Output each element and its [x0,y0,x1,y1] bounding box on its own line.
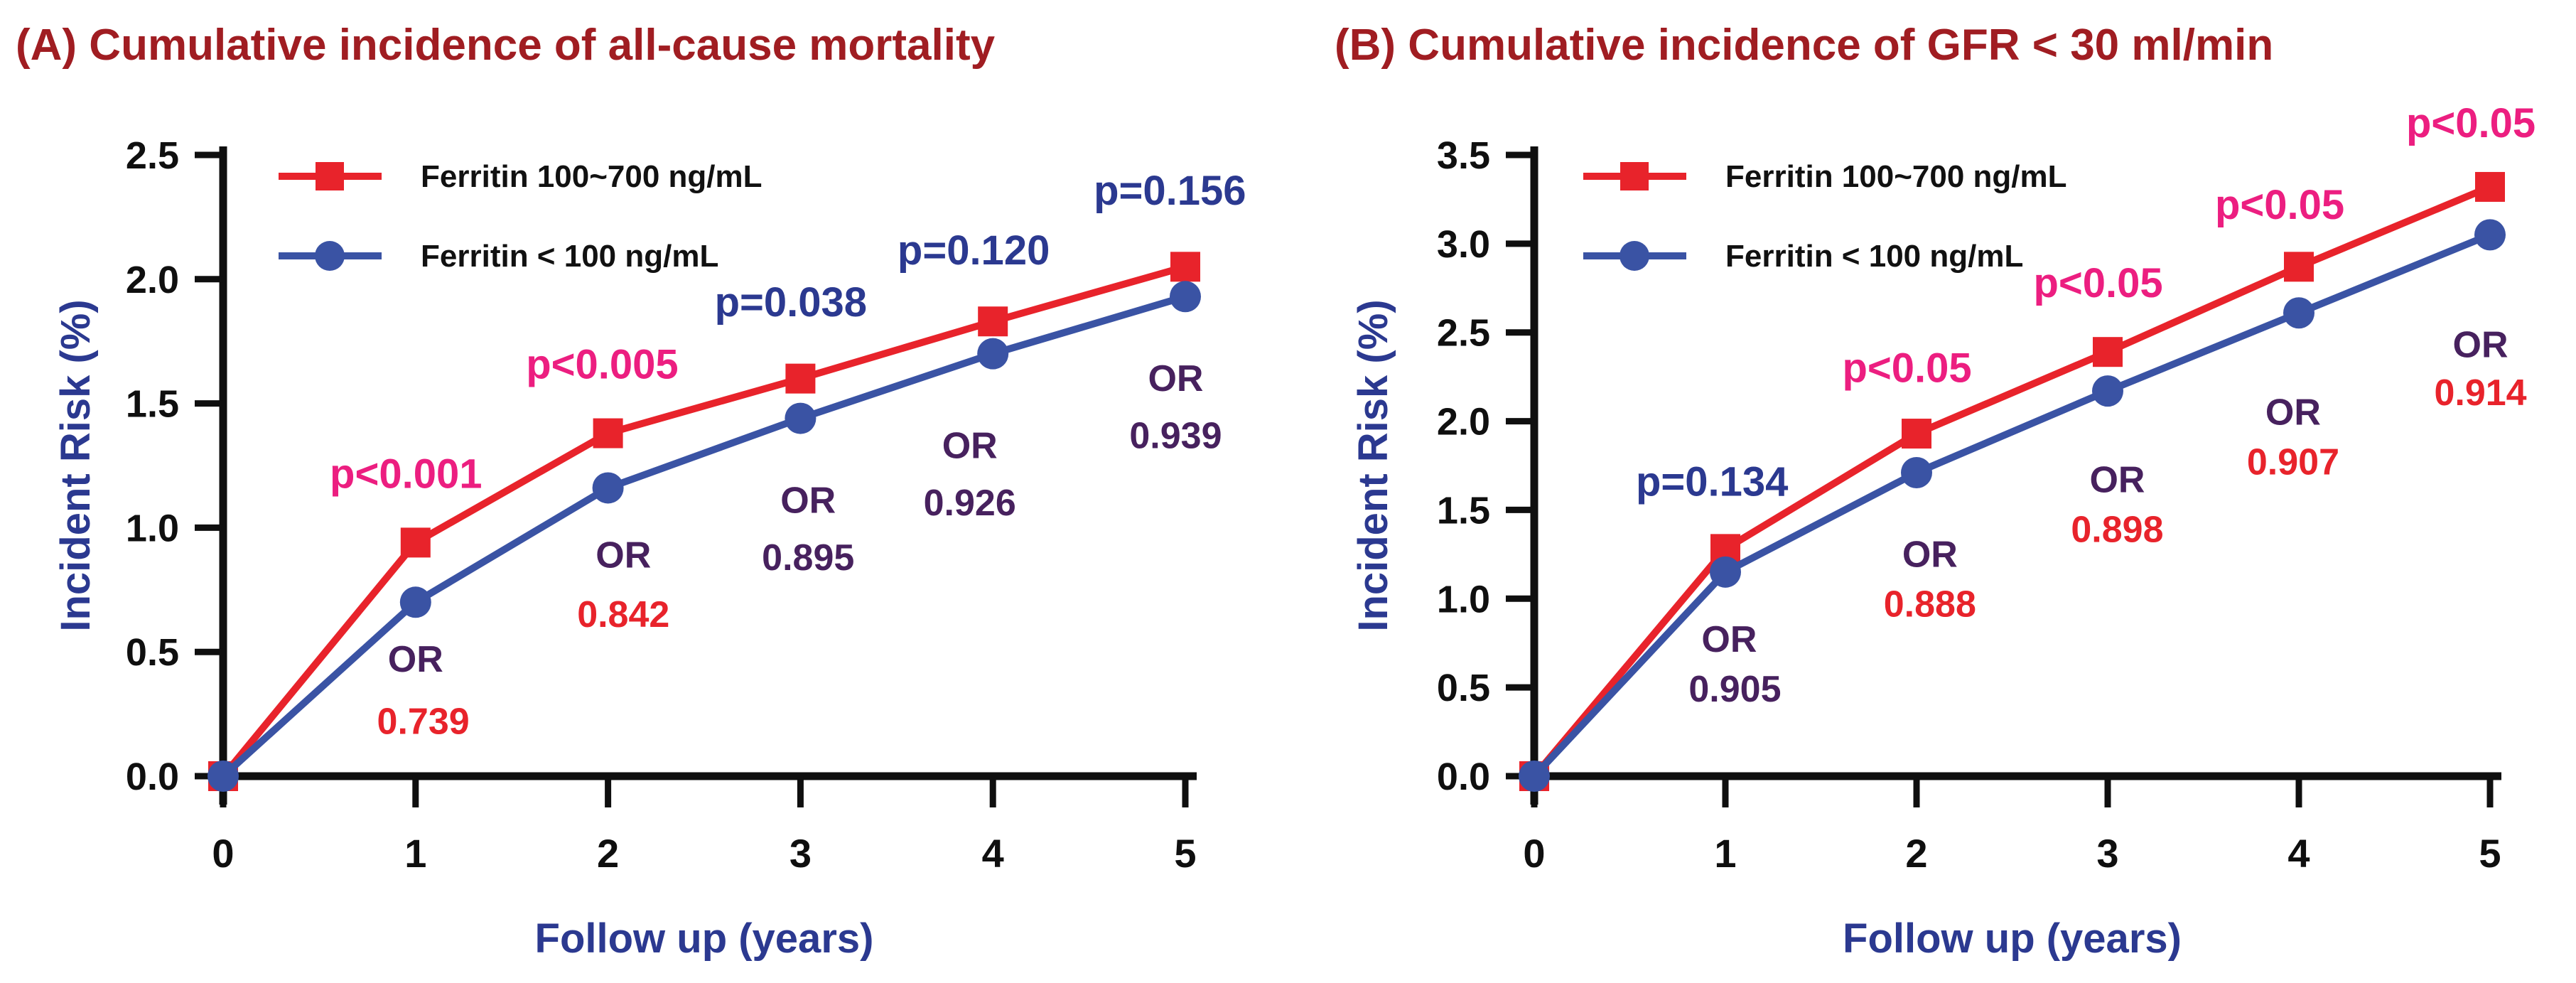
data-point-circle [1901,456,1932,488]
data-point-square [2475,171,2505,202]
annotation-or-label: OR [2089,459,2145,500]
x-tick-label: 1 [404,831,426,876]
annotation-or-label: OR [2453,325,2508,366]
data-point-circle [399,586,431,618]
annotation-or-value: 0.905 [1688,669,1781,710]
legend-label: Ferritin 100~700 ng/mL [1725,159,2067,194]
legend-label: Ferritin < 100 ng/mL [1725,239,2023,274]
x-tick-label: 4 [2287,831,2310,876]
data-point-circle [208,761,239,792]
data-point-circle [977,338,1009,370]
series-line-ferritin-100-700 [1531,183,2491,779]
x-tick-label: 2 [1905,831,1927,876]
x-tick-label: 5 [2479,831,2501,876]
annotation-or-value: 0.914 [2434,372,2526,414]
annotation-pvalue: p<0.05 [2033,260,2162,306]
annotation-pvalue: p=0.156 [1094,168,1246,214]
data-point-square [1902,419,1931,449]
legend-label: Ferritin 100~700 ng/mL [421,159,762,194]
annotation-or-value: 0.926 [924,483,1016,524]
annotation-or-label: OR [780,480,836,521]
data-point-circle [2092,375,2123,407]
annotation-or-label: OR [1902,534,1958,575]
x-tick-label: 3 [789,831,812,876]
annotation-or-value: 0.895 [762,537,854,579]
panel-a-title: (A) Cumulative incidence of all-cause mo… [16,21,996,70]
legend-marker-circle [315,241,345,271]
annotation-pvalue: p=0.038 [715,279,867,326]
data-point-square [593,418,623,448]
data-point-square [1170,252,1200,282]
y-tick-label: 2.5 [126,134,179,177]
annotation-or-value: 0.842 [577,594,669,635]
annotation-or-label: OR [1701,619,1757,660]
series-line-ferritin-100-700 [220,263,1187,779]
annotation-or-label: OR [388,639,443,680]
data-point-square [978,306,1008,337]
x-tick-label: 2 [597,831,619,876]
x-tick-label: 5 [1174,831,1196,876]
annotation-pvalue: p<0.05 [2215,182,2344,228]
annotation-or-label: OR [1148,358,1203,399]
series-line-ferritin-lt-100 [220,293,1187,779]
data-point-square [400,527,431,558]
annotation-or-label: OR [2265,392,2321,434]
annotation-pvalue: p<0.05 [1842,345,1971,392]
legend-marker-square [316,162,344,190]
annotation-pvalue: p<0.001 [330,451,482,497]
legend-marker-square [1620,162,1649,190]
x-tick-label: 1 [1714,831,1736,876]
panel-b-title: (B) Cumulative incidence of GFR < 30 ml/… [1335,21,2274,70]
y-tick-label: 2.0 [1437,401,1490,444]
y-tick-label: 2.5 [1437,312,1490,355]
y-tick-label: 1.5 [126,383,179,426]
data-point-square [2093,337,2123,367]
y-tick-label: 0.5 [1437,667,1490,709]
annotation-pvalue: p<0.05 [2406,100,2535,146]
annotation-or-value: 0.907 [2247,441,2339,483]
x-tick-label: 0 [212,831,234,876]
x-tick-label: 3 [2096,831,2118,876]
data-point-square [785,363,816,394]
x-tick-label: 4 [982,831,1004,876]
data-point-square [2284,252,2314,282]
annotation-or-value: 0.739 [377,702,470,743]
annotation-or-value: 0.888 [1884,584,1976,625]
data-point-circle [592,472,624,504]
data-point-circle [1170,281,1201,313]
data-point-circle [1710,556,1741,588]
x-axis-label: Follow up (years) [535,915,874,962]
data-point-circle [2474,219,2506,251]
y-tick-label: 1.0 [1437,578,1490,621]
annotation-or-label: OR [596,535,651,576]
legend-label: Ferritin < 100 ng/mL [421,239,718,274]
y-tick-label: 3.0 [1437,223,1490,266]
annotation-or-value: 0.898 [2071,509,2163,550]
annotation-pvalue: p=0.120 [898,227,1050,274]
y-tick-label: 1.5 [1437,489,1490,532]
y-tick-label: 0.5 [126,631,179,674]
y-axis-label: Incident Risk (%) [1350,299,1396,631]
annotation-or-label: OR [942,426,998,467]
y-tick-label: 1.0 [126,507,179,549]
legend-marker-circle [1620,241,1649,271]
data-point-circle [785,402,817,434]
y-axis-label: Incident Risk (%) [53,299,99,631]
annotation-pvalue: p<0.005 [526,342,678,388]
x-tick-label: 0 [1523,831,1545,876]
y-tick-label: 0.0 [126,756,179,798]
data-point-circle [1519,761,1550,792]
annotation-or-value: 0.939 [1129,416,1222,457]
series-line-ferritin-lt-100 [1531,231,2491,779]
x-axis-label: Follow up (years) [1843,915,2182,962]
data-point-circle [2283,297,2314,329]
y-tick-label: 2.0 [126,259,179,301]
annotation-pvalue: p=0.134 [1636,458,1788,505]
y-tick-label: 3.5 [1437,134,1490,177]
y-tick-label: 0.0 [1437,756,1490,798]
